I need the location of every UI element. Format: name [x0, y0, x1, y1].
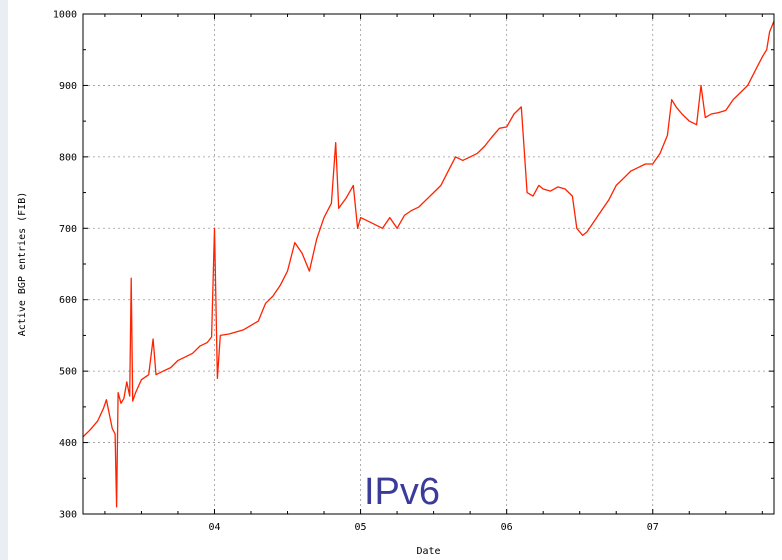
plot-area — [82, 20, 775, 508]
plot-border — [82, 13, 775, 515]
axes: 300 400 500 600 700 800 900 1000 04 05 06 07 — [53, 10, 775, 533]
y-tick-label-500: 500 — [59, 367, 77, 378]
y-tick-label-1000: 1000 — [53, 10, 77, 21]
x-tick-label-04: 04 — [208, 522, 220, 533]
y-tick-label-600: 600 — [59, 295, 77, 306]
y-tick-label-800: 800 — [59, 152, 77, 163]
series-line-0 — [82, 20, 775, 508]
x-tick-label-06: 06 — [501, 522, 513, 533]
grid — [83, 14, 774, 514]
y-axis-title: Active BGP entries (FIB) — [17, 192, 28, 337]
ipv6-annotation: IPv6 — [364, 471, 440, 513]
x-tick-label-07: 07 — [647, 522, 659, 533]
x-axis-title: Date — [416, 546, 440, 557]
y-tick-label-400: 400 — [59, 438, 77, 449]
y-tick-label-900: 900 — [59, 81, 77, 92]
y-tick-label-700: 700 — [59, 224, 77, 235]
y-tick-label-300: 300 — [59, 510, 77, 521]
line-chart: 300 400 500 600 700 800 900 1000 04 05 06 07 Date A… — [17, 10, 775, 557]
x-tick-label-05: 05 — [355, 522, 367, 533]
chart-frame: 300 400 500 600 700 800 900 1000 04 05 06 07 Date A… — [8, 0, 782, 560]
